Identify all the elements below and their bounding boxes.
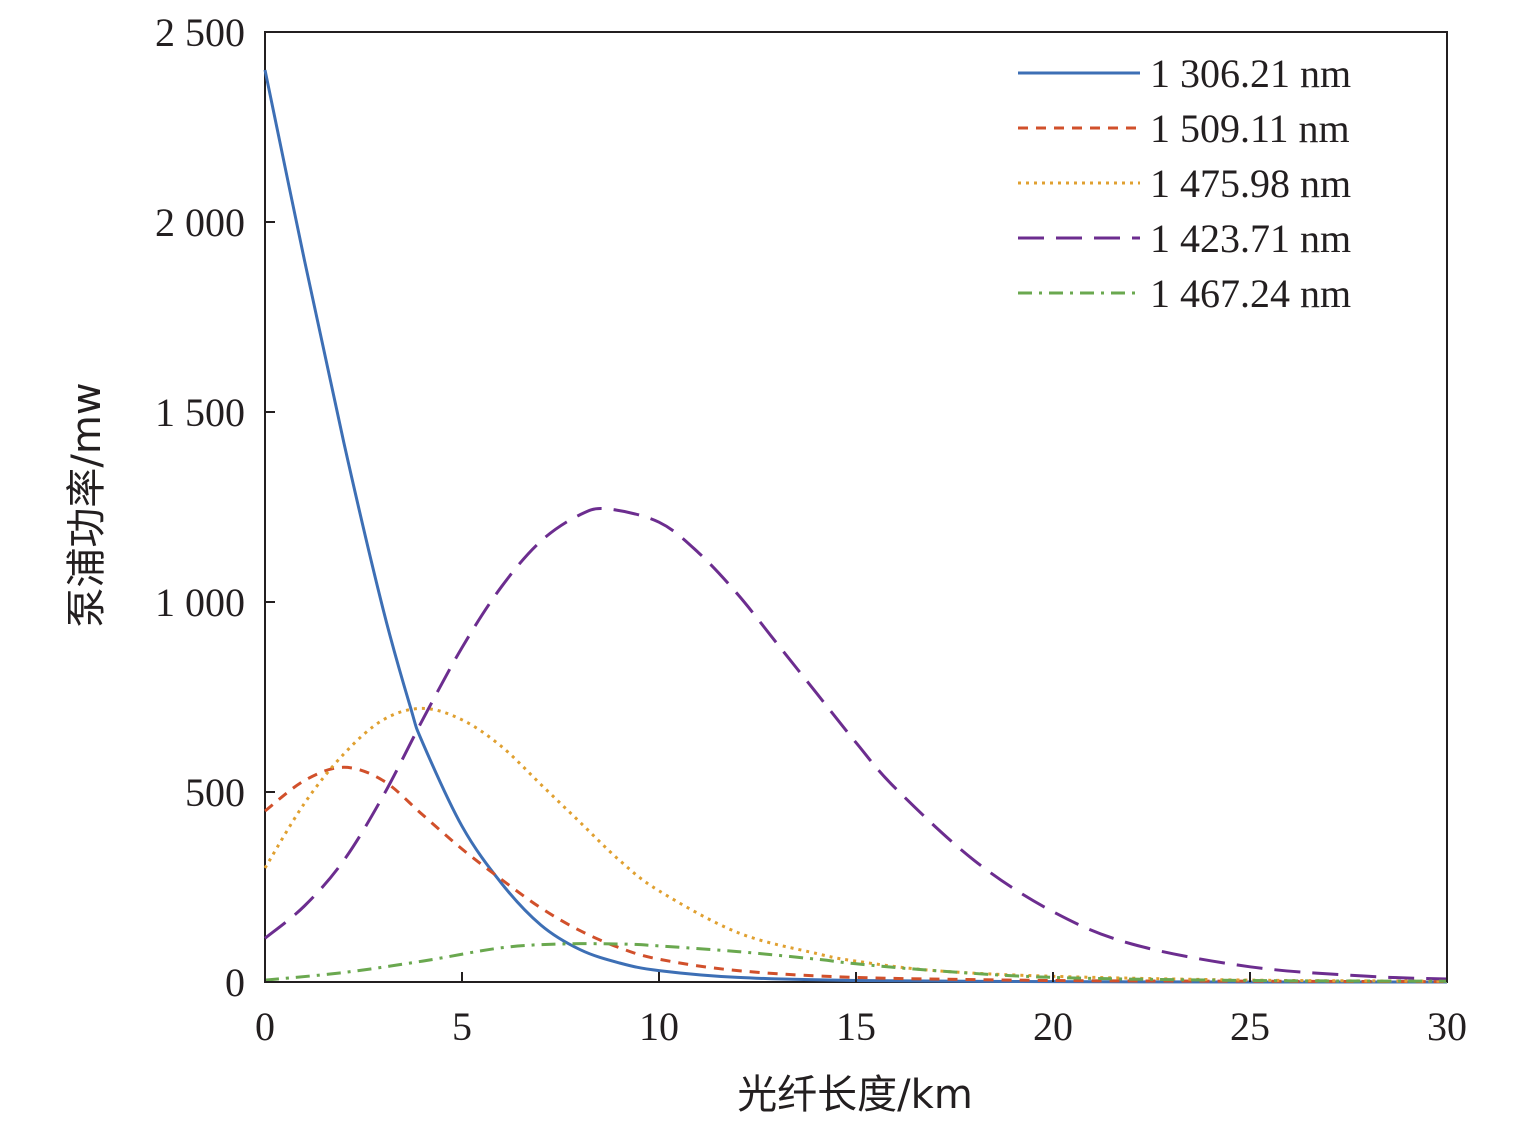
series-line-3: [265, 708, 1447, 981]
y-tick-label: 2 000: [155, 200, 245, 245]
x-tick-label: 0: [255, 1004, 275, 1049]
series-layer: [265, 70, 1447, 982]
series-line-4: [265, 508, 1447, 979]
y-tick-label: 0: [225, 960, 245, 1005]
x-axis-title: 光纤长度/km: [737, 1072, 973, 1118]
x-axis-ticks: 0 5 10 15 20 25 30: [255, 972, 1467, 1049]
x-tick-label: 15: [836, 1004, 876, 1049]
legend-label-2: 1 509.11 nm: [1150, 106, 1350, 151]
legend-label-4: 1 423.71 nm: [1150, 216, 1351, 261]
series-line-2: [265, 767, 1447, 981]
x-tick-label: 25: [1230, 1004, 1270, 1049]
y-tick-label: 1 000: [155, 580, 245, 625]
y-tick-label: 2 500: [155, 10, 245, 55]
y-axis-title: 泵浦功率/mw: [64, 382, 110, 627]
series-line-1: [265, 70, 1447, 982]
legend-label-1: 1 306.21 nm: [1150, 51, 1351, 96]
legend-label-5: 1 467.24 nm: [1150, 271, 1351, 316]
legend: 1 306.21 nm 1 509.11 nm 1 475.98 nm 1 423.7…: [1018, 51, 1351, 316]
x-tick-label: 10: [639, 1004, 679, 1049]
x-tick-label: 20: [1033, 1004, 1073, 1049]
y-axis-ticks: 0 500 1 000 1 500 2 000 2 500: [155, 10, 275, 1005]
x-tick-label: 30: [1427, 1004, 1467, 1049]
y-tick-label: 1 500: [155, 390, 245, 435]
legend-label-3: 1 475.98 nm: [1150, 161, 1351, 206]
x-tick-label: 5: [452, 1004, 472, 1049]
y-tick-label: 500: [185, 770, 245, 815]
